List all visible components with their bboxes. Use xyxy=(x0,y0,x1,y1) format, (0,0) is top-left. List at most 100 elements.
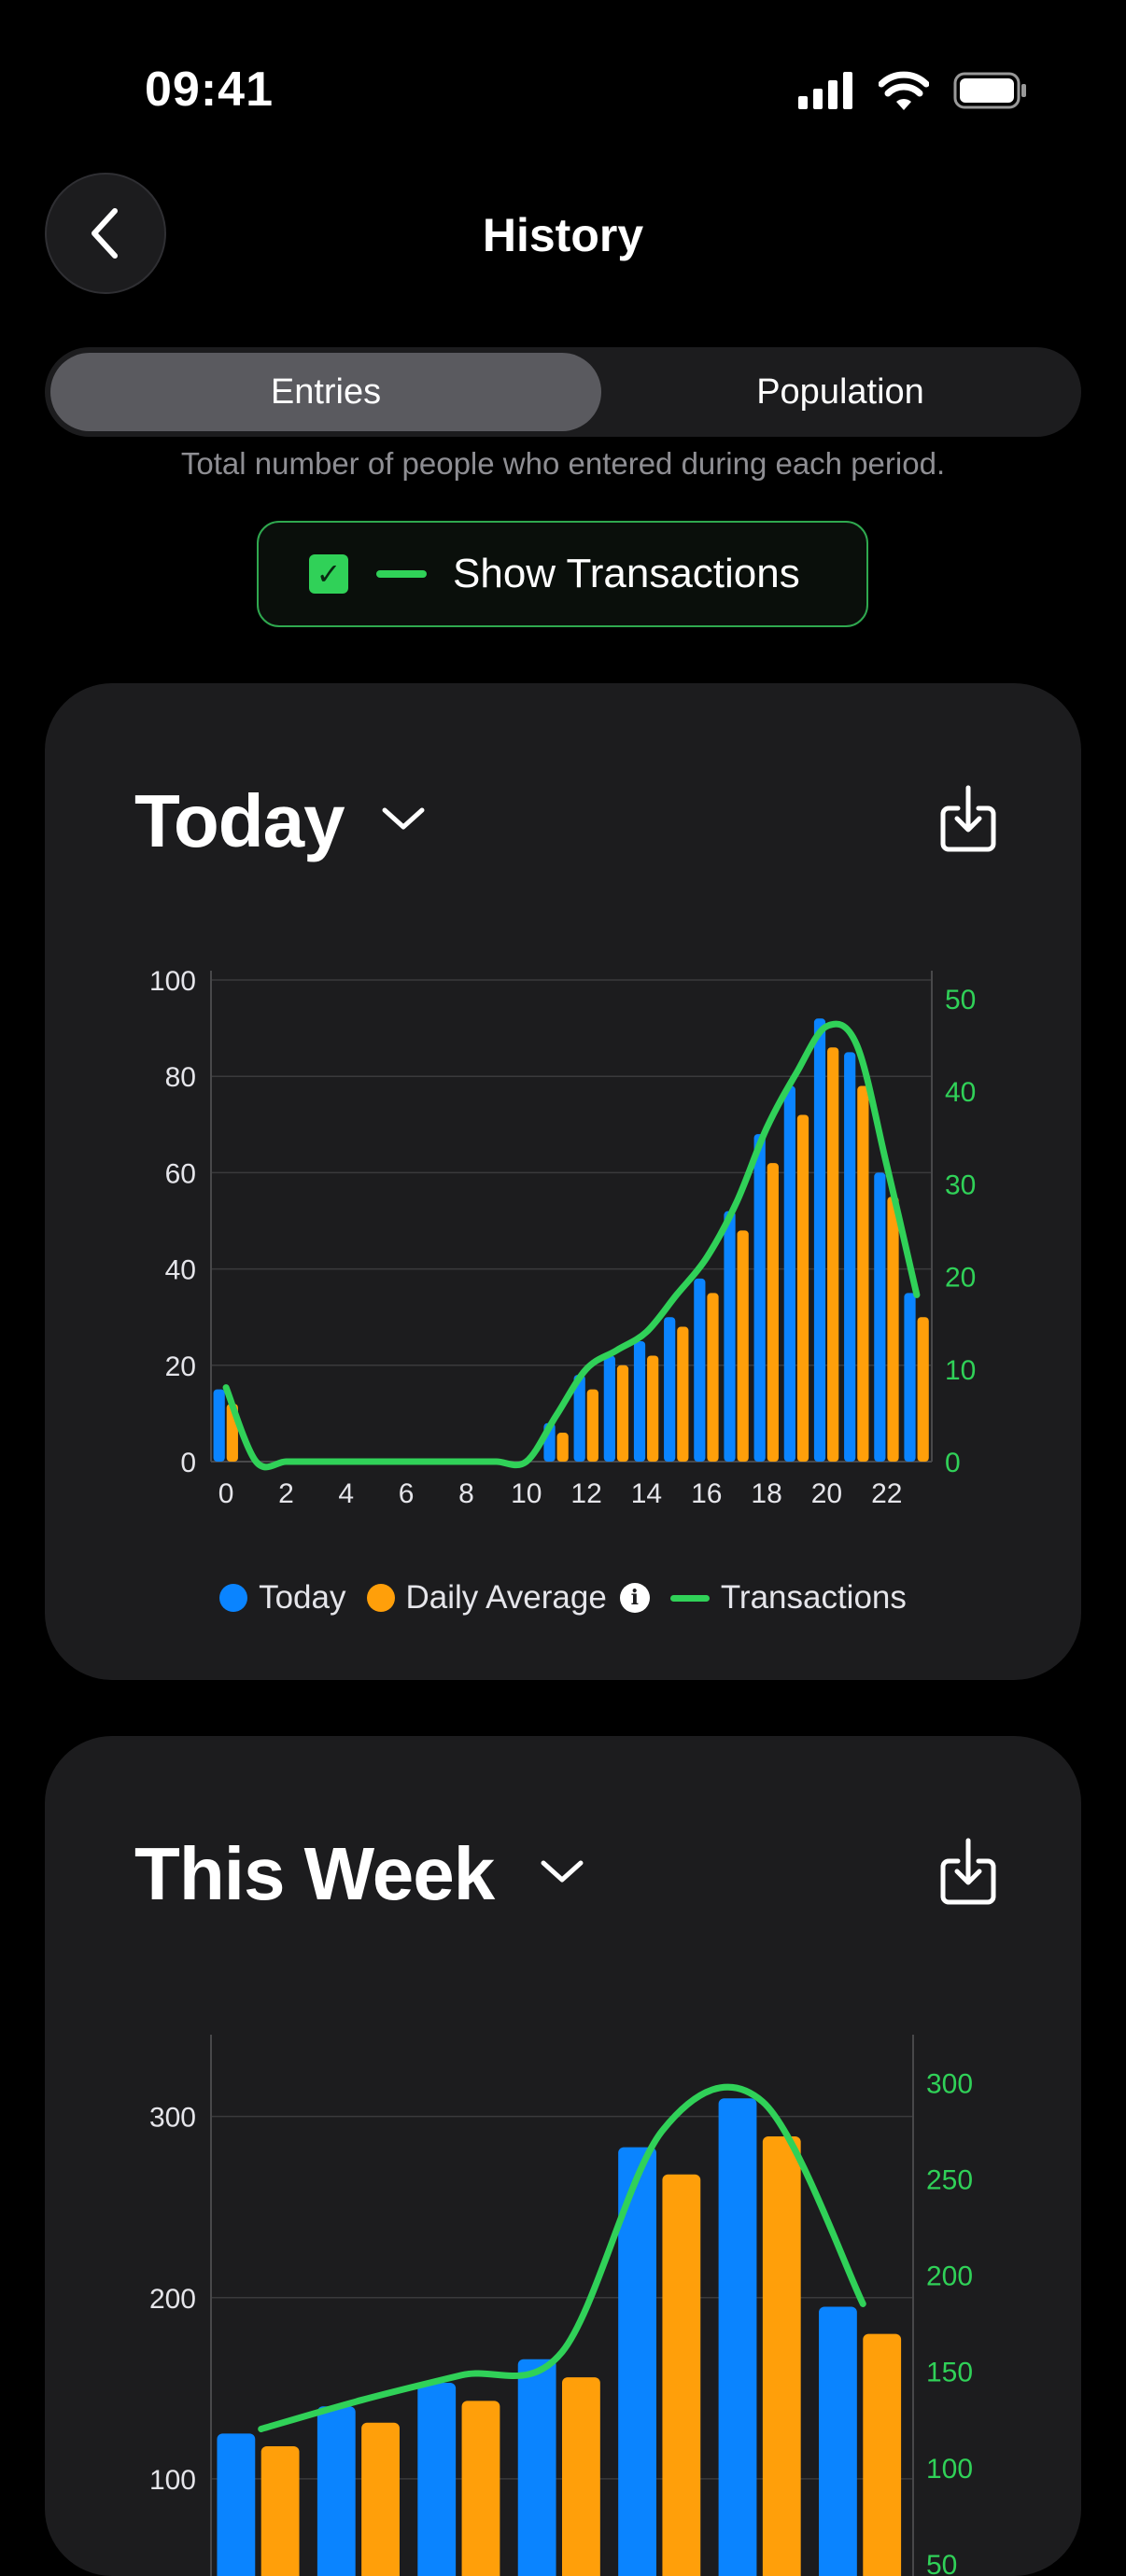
y2-axis-tick-label: 150 xyxy=(926,2358,973,2388)
x-axis-tick-label: 0 xyxy=(218,1478,234,1509)
legend-item-today: Today xyxy=(219,1579,346,1617)
y-axis-tick-label: 80 xyxy=(165,1062,196,1093)
bar-today xyxy=(783,1085,795,1462)
y-axis-tick-label: 100 xyxy=(149,966,196,997)
status-bar: 09:41 xyxy=(0,0,1126,177)
y2-axis-tick-label: 30 xyxy=(945,1169,976,1200)
y2-axis-tick-label: 250 xyxy=(926,2164,973,2195)
export-icon[interactable] xyxy=(937,1837,999,1906)
bar-today xyxy=(753,1134,766,1462)
status-icons xyxy=(798,67,1028,114)
bar-average xyxy=(586,1389,598,1462)
legend-item-transactions: Transactions xyxy=(669,1579,907,1617)
chevron-down-icon[interactable] xyxy=(381,805,426,833)
bar-today xyxy=(718,2098,757,2576)
bar-today xyxy=(603,1355,615,1462)
y-axis-tick-label: 40 xyxy=(165,1255,196,1286)
bar-average xyxy=(737,1230,749,1462)
y2-axis-tick-label: 50 xyxy=(926,2550,957,2576)
this-week-chart: 100 200 300 50 100 150 200 250 300 xyxy=(149,2035,973,2576)
show-transactions-toggle[interactable]: ✓ Show Transactions xyxy=(257,521,868,627)
this-week-card: This Week 100 200 300 50 100 150 200 250 300 xyxy=(45,1736,1081,2576)
y-axis-tick-label: 200 xyxy=(149,2284,196,2315)
bar-average xyxy=(887,1197,899,1462)
back-button[interactable] xyxy=(45,173,166,294)
bar-average xyxy=(677,1326,689,1462)
bar-average xyxy=(767,1163,779,1462)
x-axis-tick-label: 8 xyxy=(458,1478,474,1509)
x-axis-tick-label: 16 xyxy=(691,1478,722,1509)
bar-average xyxy=(461,2401,500,2576)
transactions-line xyxy=(222,1020,921,1471)
legend-average-dot xyxy=(366,1584,395,1612)
bar-average xyxy=(260,2445,300,2576)
y-axis-tick-label: 20 xyxy=(165,1351,196,1382)
legend-today-dot xyxy=(219,1584,248,1612)
bar-average xyxy=(917,1317,929,1462)
description-text: Total number of people who entered durin… xyxy=(180,446,946,481)
y2-axis-tick-label: 100 xyxy=(926,2454,973,2485)
tab-entries[interactable]: Entries xyxy=(50,353,601,431)
bar-today xyxy=(664,1317,676,1462)
bar-today xyxy=(217,2433,256,2576)
bar-today xyxy=(633,1341,646,1462)
bar-today xyxy=(213,1389,225,1462)
show-transactions-label: Show Transactions xyxy=(453,551,800,596)
transactions-line-swatch xyxy=(376,570,427,578)
y2-axis-tick-label: 200 xyxy=(926,2261,973,2292)
bar-average xyxy=(857,1085,869,1462)
bar-average xyxy=(361,2422,400,2576)
y2-axis-tick-label: 10 xyxy=(945,1355,976,1386)
chart-legend: Today Daily Average i Transactions xyxy=(45,1579,1081,1617)
legend-transactions-label: Transactions xyxy=(720,1579,907,1616)
cellular-signal-icon xyxy=(798,72,852,109)
y-axis-tick-label: 60 xyxy=(165,1158,196,1189)
chevron-down-icon[interactable] xyxy=(540,1857,584,1885)
x-axis-tick-label: 4 xyxy=(338,1478,354,1509)
bar-today xyxy=(819,2306,857,2576)
y2-axis-tick-label: 40 xyxy=(945,1077,976,1108)
bar-average xyxy=(762,2136,801,2576)
bar-today xyxy=(813,1018,826,1462)
today-chart: 0 20 40 60 80 100 0 10 20 30 40 50 0 2 4 6 8 10 12 14 16 18 20… xyxy=(149,966,976,1509)
info-icon[interactable]: i xyxy=(619,1583,650,1613)
bar-average xyxy=(556,1433,569,1462)
bar-average xyxy=(647,1355,659,1462)
segmented-control: Entries Population xyxy=(45,347,1081,437)
bar-average xyxy=(827,1047,839,1462)
x-axis-tick-label: 2 xyxy=(278,1478,294,1509)
page-title: History xyxy=(482,209,644,261)
x-axis-tick-label: 6 xyxy=(399,1478,415,1509)
export-icon[interactable] xyxy=(937,784,999,853)
y-axis-tick-label: 300 xyxy=(149,2103,196,2134)
bar-today xyxy=(573,1375,585,1462)
y2-axis-tick-label: 0 xyxy=(945,1448,961,1478)
bar-average xyxy=(863,2333,902,2576)
bar-average xyxy=(796,1114,809,1462)
x-axis-tick-label: 18 xyxy=(751,1478,781,1509)
transactions-checkbox[interactable]: ✓ xyxy=(309,554,348,594)
transactions-line xyxy=(258,2083,866,2432)
y-axis-tick-label: 100 xyxy=(149,2465,196,2496)
bar-today xyxy=(417,2383,457,2576)
y2-axis-tick-label: 20 xyxy=(945,1263,976,1294)
bar-today xyxy=(874,1172,886,1462)
bar-today xyxy=(694,1278,706,1462)
wifi-icon xyxy=(879,71,929,110)
x-axis-tick-label: 10 xyxy=(511,1478,542,1509)
legend-today-label: Today xyxy=(259,1579,346,1616)
bar-today xyxy=(317,2406,356,2576)
legend-transactions-line xyxy=(669,1594,710,1602)
bar-average xyxy=(662,2174,701,2576)
navigation-bar: History xyxy=(0,173,1126,299)
this-week-card-title: This Week xyxy=(134,1832,495,1915)
today-card-title: Today xyxy=(134,779,345,862)
battery-icon xyxy=(953,72,1026,109)
checkmark-icon: ✓ xyxy=(316,557,342,591)
today-card: Today 0 20 40 60 80 100 0 10 20 30 40 50 0 2 4 6 8 10 12 14… xyxy=(45,683,1081,1680)
legend-average-label: Daily Average xyxy=(405,1579,607,1616)
tab-population[interactable]: Population xyxy=(756,371,924,412)
x-axis-tick-label: 22 xyxy=(871,1478,902,1509)
bar-average xyxy=(562,2377,600,2576)
x-axis-tick-label: 20 xyxy=(811,1478,842,1509)
